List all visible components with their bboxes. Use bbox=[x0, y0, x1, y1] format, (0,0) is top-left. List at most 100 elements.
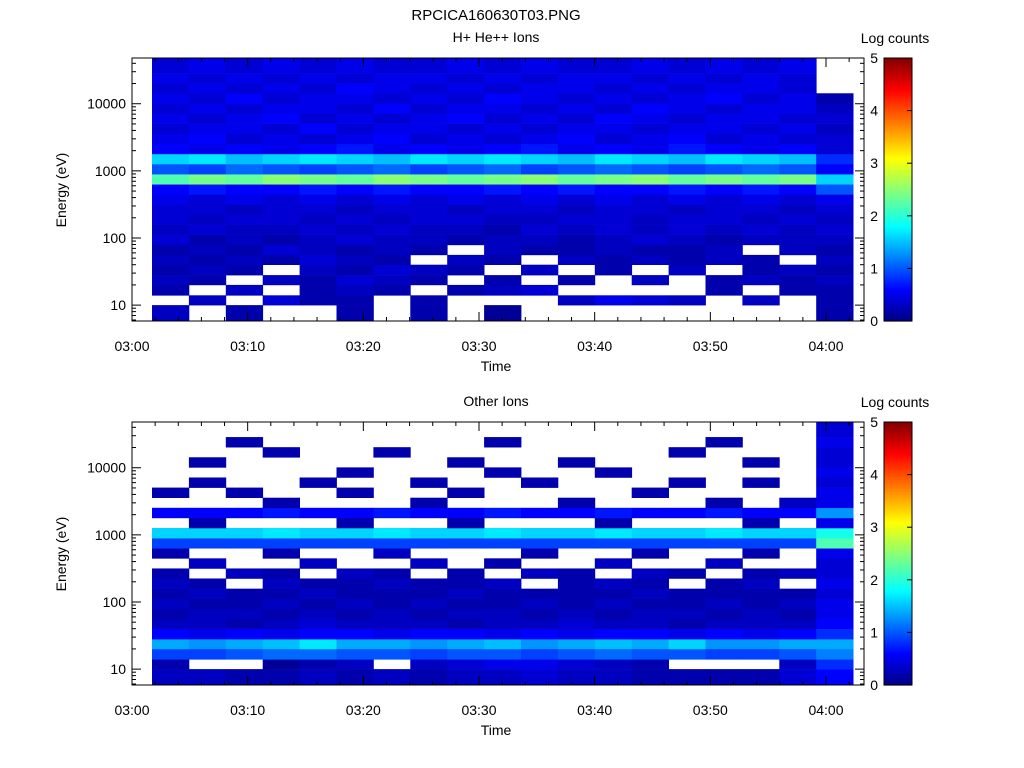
heatmap-cell bbox=[816, 153, 854, 165]
heatmap-cell bbox=[705, 598, 743, 610]
heatmap-cell bbox=[779, 133, 817, 145]
heatmap-cell bbox=[742, 153, 780, 165]
heatmap-cell bbox=[816, 578, 854, 589]
heatmap-cell bbox=[594, 254, 633, 265]
heatmap-cell bbox=[152, 548, 190, 559]
heatmap-cell bbox=[594, 73, 633, 84]
heatmap-cell bbox=[410, 244, 448, 256]
colorbar-segment bbox=[884, 575, 912, 579]
heatmap-cell bbox=[410, 224, 448, 235]
heatmap-cell bbox=[594, 598, 633, 610]
heatmap-cell bbox=[557, 254, 596, 265]
heatmap-cell bbox=[152, 578, 190, 589]
colorbar-segment bbox=[884, 597, 912, 601]
heatmap-cell bbox=[631, 103, 669, 114]
heatmap-cell bbox=[225, 437, 264, 448]
heatmap-cell bbox=[742, 275, 780, 286]
colorbar-segment bbox=[884, 86, 912, 90]
heatmap-cell bbox=[631, 123, 669, 134]
heatmap-cell bbox=[152, 538, 190, 549]
heatmap-cell bbox=[521, 639, 559, 650]
y-axis-label: Energy (eV) bbox=[53, 153, 69, 228]
heatmap-cell bbox=[447, 648, 485, 660]
heatmap-cell bbox=[225, 123, 264, 134]
heatmap-cell bbox=[557, 639, 596, 650]
heatmap-cell bbox=[484, 244, 522, 256]
heatmap-cell bbox=[594, 234, 633, 246]
heatmap-cell bbox=[447, 578, 485, 589]
heatmap-cell bbox=[262, 648, 300, 660]
heatmap-cell bbox=[299, 194, 337, 205]
heatmap-cell bbox=[299, 133, 337, 145]
heatmap-cell bbox=[668, 264, 706, 276]
heatmap-cell bbox=[779, 143, 817, 155]
heatmap-cell bbox=[521, 234, 559, 246]
colorbar-tick-label: 0 bbox=[870, 313, 878, 329]
heatmap-cell bbox=[631, 83, 669, 94]
heatmap-cell bbox=[557, 164, 596, 175]
heatmap-cell bbox=[521, 164, 559, 175]
heatmap-cell bbox=[152, 588, 190, 599]
colorbar-segment bbox=[884, 586, 912, 590]
colorbar-segment bbox=[884, 443, 912, 447]
heatmap-cell bbox=[705, 648, 743, 660]
heatmap-cell bbox=[521, 113, 559, 124]
colorbar-segment bbox=[884, 117, 912, 120]
heatmap-cell bbox=[447, 528, 485, 539]
heatmap-cell bbox=[484, 184, 522, 195]
x-tick-label: 03:50 bbox=[693, 702, 728, 718]
heatmap-cell bbox=[188, 669, 227, 686]
heatmap-cell bbox=[447, 628, 485, 640]
heatmap-cell bbox=[557, 648, 596, 660]
colorbar-segment bbox=[884, 638, 912, 642]
heatmap-cell bbox=[299, 184, 337, 195]
heatmap-cell bbox=[521, 669, 559, 686]
colorbar-segment bbox=[884, 58, 912, 61]
heatmap-cell bbox=[594, 174, 633, 185]
heatmap-cell bbox=[557, 103, 596, 114]
heatmap-cell bbox=[779, 608, 817, 620]
heatmap-cell bbox=[262, 103, 300, 114]
heatmap-cell bbox=[705, 588, 743, 599]
heatmap-cell bbox=[521, 133, 559, 145]
heatmap-cell bbox=[336, 284, 374, 296]
heatmap-cell bbox=[484, 103, 522, 114]
heatmap-cell bbox=[631, 153, 669, 165]
heatmap-cell bbox=[225, 164, 264, 175]
heatmap-cell bbox=[594, 264, 633, 276]
heatmap-cell bbox=[816, 164, 854, 175]
colorbar-segment bbox=[884, 468, 912, 471]
heatmap-cell bbox=[631, 608, 669, 620]
heatmap-cell bbox=[816, 244, 854, 256]
heatmap-cell bbox=[225, 639, 264, 650]
colorbar-segment bbox=[884, 465, 912, 469]
heatmap-cell bbox=[668, 113, 706, 124]
colorbar-segment bbox=[884, 592, 912, 596]
heatmap-cell bbox=[557, 234, 596, 246]
heatmap-cell bbox=[336, 254, 374, 265]
heatmap-cells bbox=[152, 58, 854, 322]
heatmap-cell bbox=[779, 244, 817, 256]
colorbar-segment bbox=[884, 555, 912, 559]
heatmap-cell bbox=[152, 305, 190, 322]
colorbar-segment bbox=[884, 171, 912, 175]
colorbar-segment bbox=[884, 652, 912, 655]
colorbar-segment bbox=[884, 660, 912, 664]
heatmap-cell bbox=[742, 93, 780, 104]
heatmap-cell bbox=[373, 204, 411, 215]
heatmap-cell bbox=[373, 234, 411, 246]
colorbar-segment bbox=[884, 599, 912, 603]
heatmap-cell bbox=[816, 174, 854, 185]
heatmap-cell bbox=[742, 618, 780, 629]
heatmap-cell bbox=[779, 184, 817, 195]
heatmap-cell bbox=[336, 618, 374, 629]
heatmap-cell bbox=[188, 254, 227, 265]
heatmap-cell bbox=[447, 264, 485, 276]
heatmap-cell bbox=[631, 254, 669, 265]
heatmap-cell bbox=[521, 194, 559, 205]
heatmap-cell bbox=[336, 648, 374, 660]
heatmap-cell bbox=[705, 275, 743, 286]
heatmap-cell bbox=[188, 204, 227, 215]
colorbar-segment bbox=[884, 104, 912, 107]
